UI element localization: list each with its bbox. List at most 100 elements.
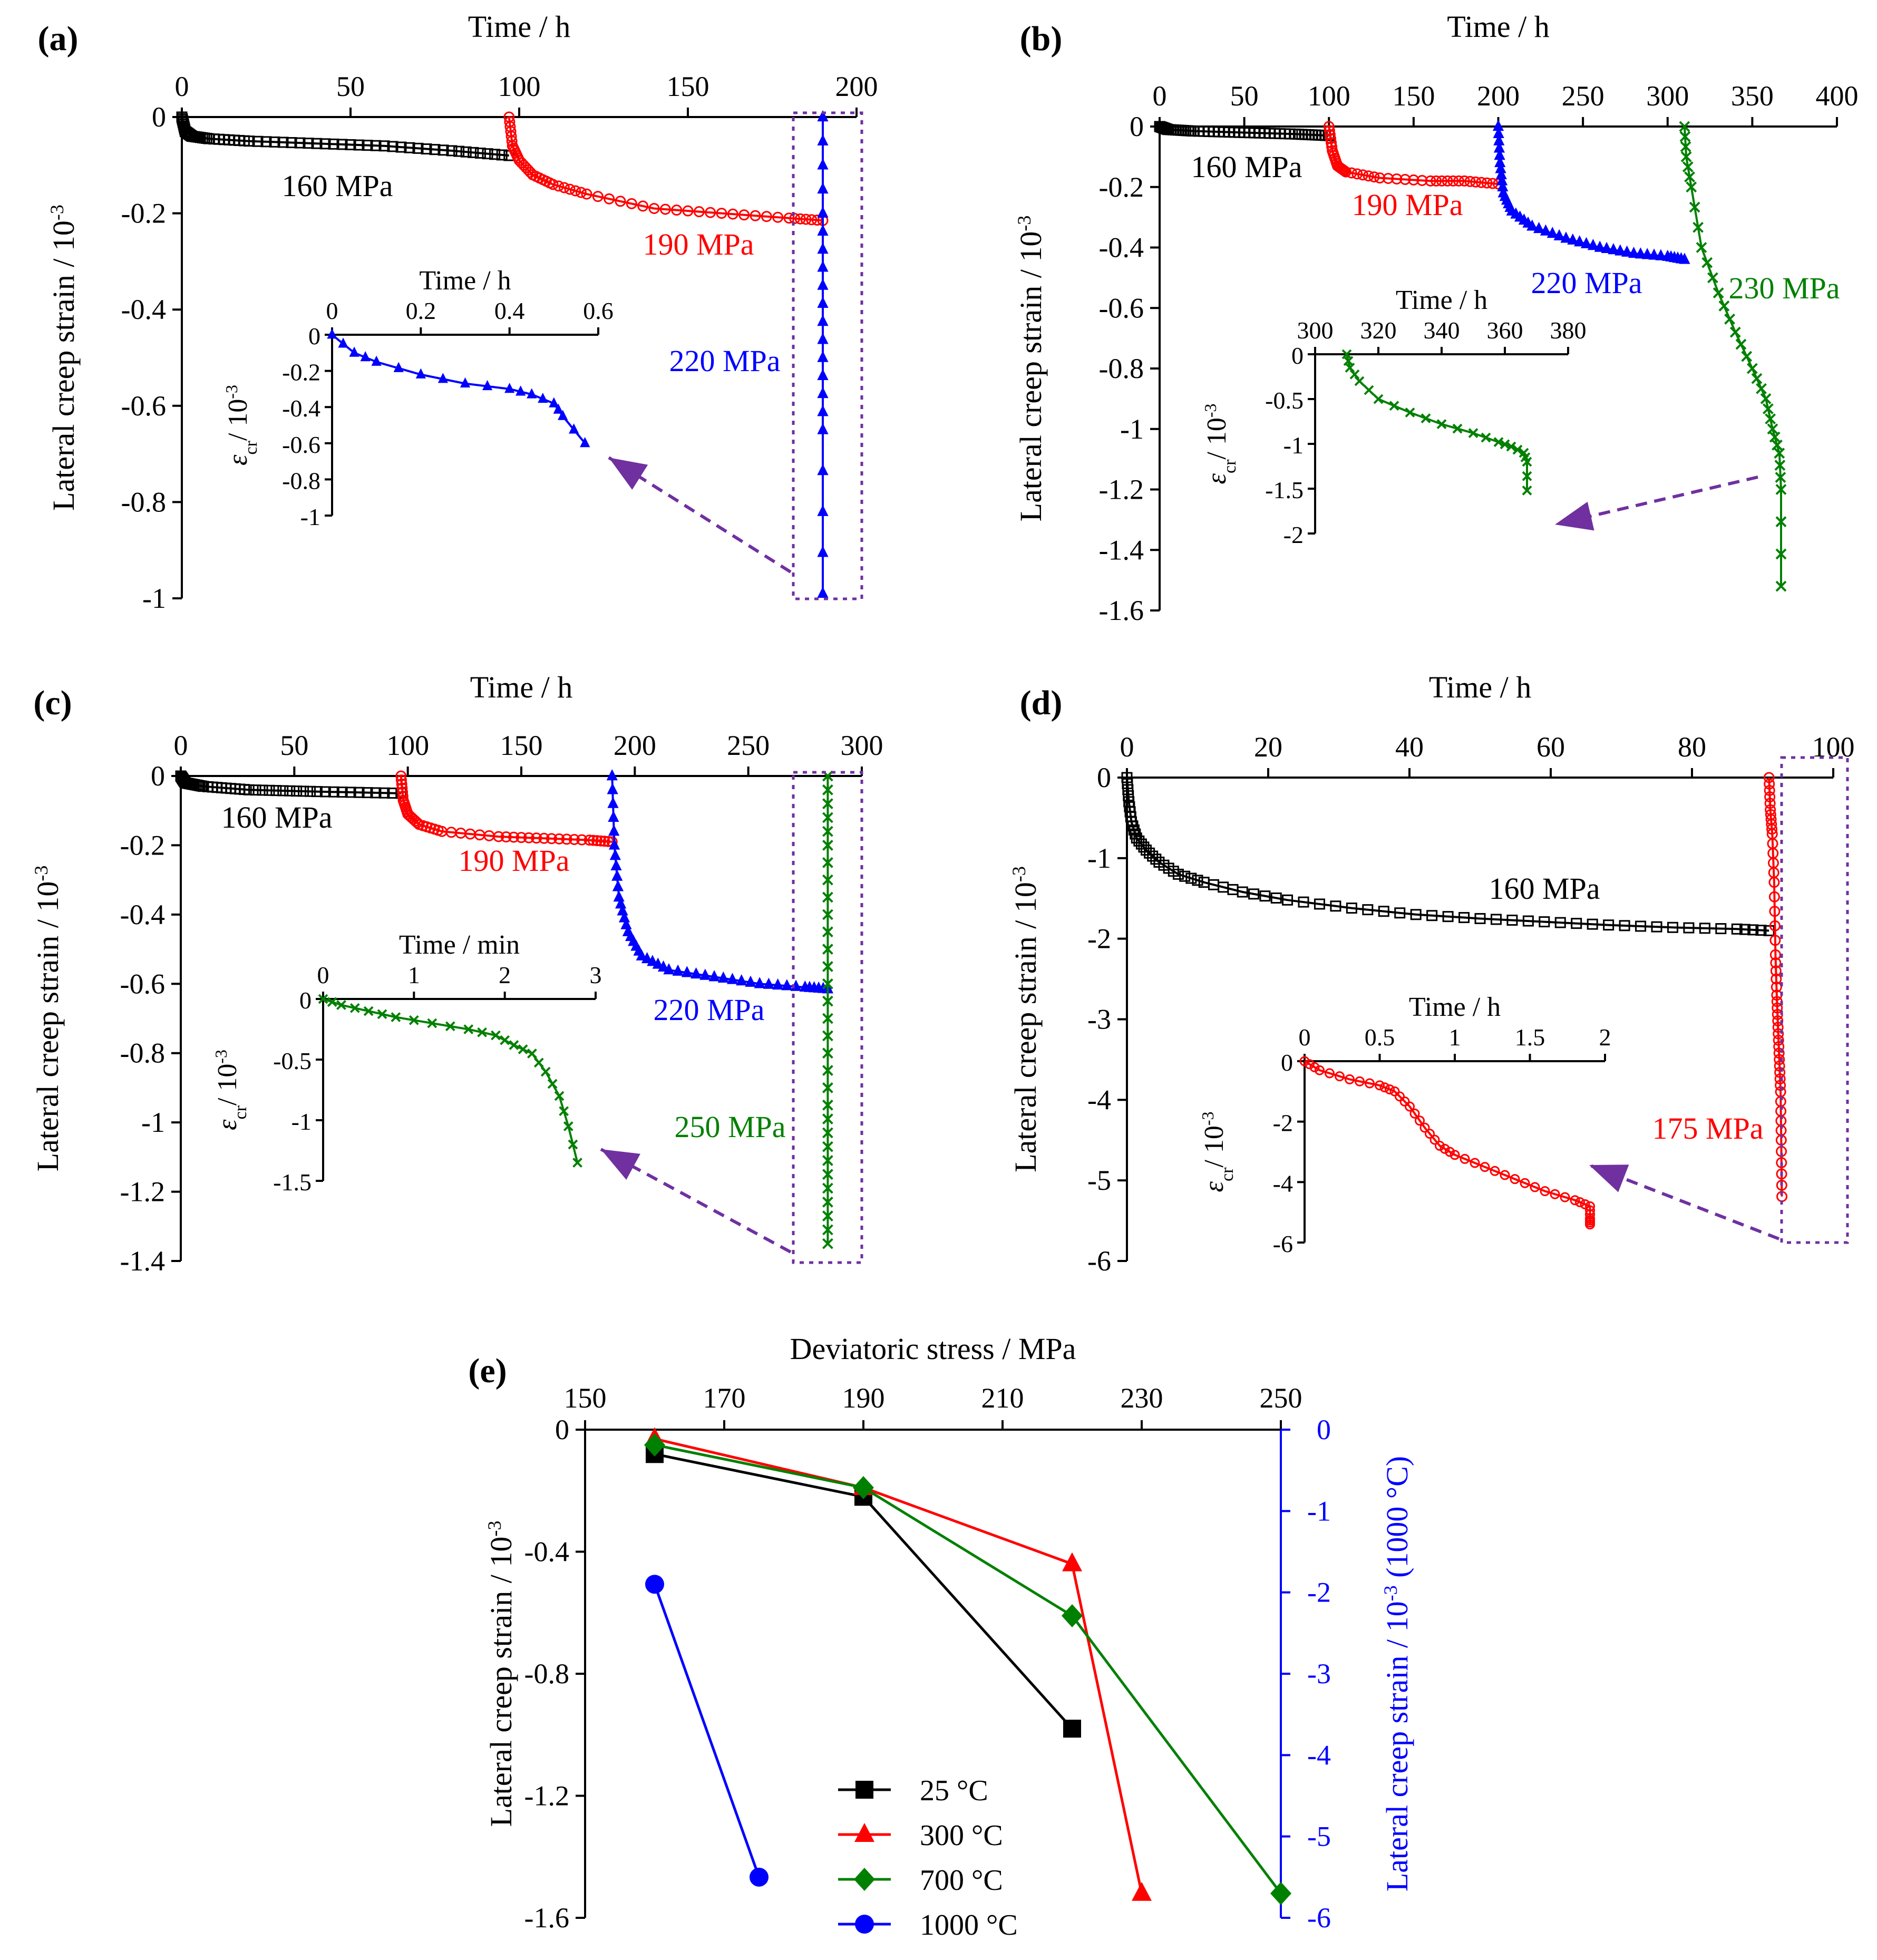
right-y-tick-label: -4 xyxy=(1307,1739,1331,1771)
y-tick-label: -0.6 xyxy=(1099,292,1144,324)
x-axis-label: Deviatoric stress / MPa xyxy=(790,1332,1076,1366)
inset-series-point xyxy=(1355,1076,1365,1086)
series-190-MPa-point xyxy=(659,203,671,215)
series-230-MPa-point xyxy=(1767,423,1778,435)
y-tick-label: -1.2 xyxy=(120,1176,165,1208)
x-axis-label: Time / h xyxy=(470,670,572,704)
inset-y-label: εcr/ 10-3 xyxy=(222,385,261,465)
series-230-MPa-point xyxy=(1746,363,1758,374)
panel-label: (c) xyxy=(33,684,72,722)
x-tick-label: 0 xyxy=(174,730,188,761)
inset-series-point xyxy=(1405,407,1415,418)
series-160-MPa-point xyxy=(1651,921,1662,933)
series-160-MPa-point xyxy=(1179,870,1191,882)
series-220-MPa-point xyxy=(817,546,829,557)
series-160-MPa-point xyxy=(1458,912,1470,924)
inset-series-point xyxy=(500,1035,510,1045)
series-160-MPa-point xyxy=(319,138,331,150)
series-220-MPa-point xyxy=(726,973,738,984)
series-220-MPa-point xyxy=(607,783,618,794)
series-190-MPa-point xyxy=(648,202,660,214)
x-tick-label: 80 xyxy=(1678,731,1706,763)
series-220-MPa-point xyxy=(817,333,829,344)
series-175-MPa-point xyxy=(1770,965,1782,977)
series-230-MPa-point xyxy=(1774,460,1786,471)
series-250-MPa-point xyxy=(822,891,833,903)
y-tick-label: -0.2 xyxy=(282,359,320,386)
series-220-MPa-point xyxy=(817,296,829,308)
series-160-MPa-point xyxy=(1490,914,1502,925)
series-190-MPa-point xyxy=(1436,175,1447,187)
y-tick-label: -6 xyxy=(1273,1230,1293,1257)
series-175-MPa-point xyxy=(1771,981,1782,993)
series-160-MPa-point xyxy=(303,138,314,149)
series-190-MPa-point xyxy=(604,193,615,205)
x-tick-label: 2 xyxy=(1599,1024,1611,1051)
series-160-MPa-point xyxy=(1394,907,1406,919)
panel-b: (b) 0 50 100 150 200 250 300 350 400 0 -0.2 -0.4 -0.6… xyxy=(1014,9,1859,626)
series-220-MPa-point xyxy=(612,880,624,891)
y-tick-label: -0.8 xyxy=(1099,353,1144,384)
inset-series-line xyxy=(1304,1060,1591,1225)
y-tick-label: -1.2 xyxy=(524,1780,569,1812)
series-160-MPa-point xyxy=(1185,872,1197,884)
series-250-MPa-point xyxy=(822,826,833,837)
series-160-MPa-point xyxy=(378,787,390,799)
series-230-MPa-point xyxy=(1751,373,1763,384)
series-160-MPa-point xyxy=(345,787,356,798)
inset-series-point xyxy=(327,328,337,339)
x-tick-label: 0.5 xyxy=(1365,1024,1395,1051)
inset-series-point xyxy=(1399,1096,1410,1107)
series-160-MPa-point xyxy=(1739,924,1750,935)
x-tick-label: 0.2 xyxy=(406,297,436,324)
series-250-MPa-point xyxy=(822,1141,833,1152)
series-230-MPa-point xyxy=(1680,141,1691,152)
inset-series-point xyxy=(1436,419,1447,430)
y-tick-label: 0 xyxy=(152,101,166,133)
series-190-MPa-point xyxy=(1475,177,1487,188)
x-axis-label: Time / h xyxy=(1447,9,1549,44)
y-tick-label: -1.4 xyxy=(1099,534,1144,566)
series-250-MPa-point xyxy=(822,909,833,920)
panel-label: (e) xyxy=(468,1352,507,1390)
y-tick-label: -1 xyxy=(291,1108,312,1135)
annotation-label: 230 MPa xyxy=(1728,271,1840,305)
series-250-MPa-point xyxy=(822,812,833,823)
series-220-MPa-point xyxy=(817,260,829,272)
inset-series-point xyxy=(327,997,337,1007)
x-tick-label: 150 xyxy=(564,1382,607,1414)
series-220-MPa-point xyxy=(817,351,829,362)
panel-e: (e) 150 170 190 210 230 250 0 -0.4 -0.8 -1.2 -1.6 0 -… xyxy=(468,1332,1414,1942)
series-160-MPa-point xyxy=(1683,922,1695,934)
inset-series-point xyxy=(1512,444,1523,455)
series-190-MPa-point xyxy=(716,208,727,219)
series-3-point xyxy=(645,1575,664,1594)
inset-series-point xyxy=(1580,1199,1590,1209)
x-tick-label: 3 xyxy=(590,962,602,988)
right-y-tick-label: -1 xyxy=(1307,1495,1331,1527)
panel-c: (c)0 50 100 150 200 250 3000-0.2-0.4-0.6-0.8-1… xyxy=(31,670,883,1277)
y-tick-label: -3 xyxy=(1087,1004,1111,1035)
series-160-MPa-point xyxy=(1506,915,1518,926)
legend-marker xyxy=(854,1823,874,1842)
series-250-MPa-point xyxy=(822,1065,833,1076)
series-220-MPa-point xyxy=(708,970,720,982)
series-220-MPa-point xyxy=(817,278,829,290)
series-175-MPa-point xyxy=(1773,1034,1784,1046)
x-tick-label: 250 xyxy=(727,730,770,761)
annotation-label: 190 MPa xyxy=(458,843,569,878)
series-220-MPa-point xyxy=(608,838,620,850)
y-tick-label: -0.4 xyxy=(1099,232,1144,264)
y-tick-label: -2 xyxy=(1283,521,1304,548)
series-230-MPa-point xyxy=(1707,272,1718,284)
inset-series-point xyxy=(1468,428,1479,439)
series-160-MPa-point xyxy=(1571,918,1582,929)
series-190-MPa-point xyxy=(705,207,716,218)
series-190-MPa-point xyxy=(1325,133,1336,144)
series-1-line xyxy=(654,1437,1143,1894)
x-tick-label: 360 xyxy=(1487,317,1523,344)
series-160-MPa-point xyxy=(257,784,268,796)
y-tick-label: -2 xyxy=(1087,923,1111,955)
inset-series-point xyxy=(415,368,426,379)
